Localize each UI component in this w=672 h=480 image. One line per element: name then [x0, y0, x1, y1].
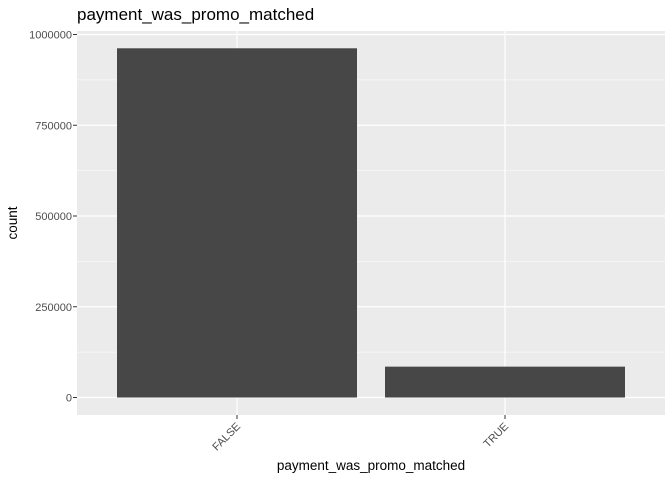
x-tick-label: FALSE	[210, 421, 243, 454]
x-axis-title: payment_was_promo_matched	[277, 458, 465, 473]
x-axis: FALSE TRUE	[210, 415, 511, 453]
x-tick-label: TRUE	[481, 421, 511, 451]
y-tick-label: 500000	[35, 211, 72, 223]
bars	[117, 48, 625, 398]
y-axis: 0 250000 500000 750000 1000000	[29, 30, 77, 405]
bar-true	[385, 366, 625, 398]
y-axis-title: count	[5, 206, 20, 239]
chart-title: payment_was_promo_matched	[77, 5, 314, 24]
y-tick-label: 750000	[35, 120, 72, 132]
y-tick-label: 250000	[35, 302, 72, 314]
y-tick-label: 0	[66, 393, 72, 405]
bar-false	[117, 48, 357, 398]
y-tick-label: 1000000	[29, 30, 72, 42]
